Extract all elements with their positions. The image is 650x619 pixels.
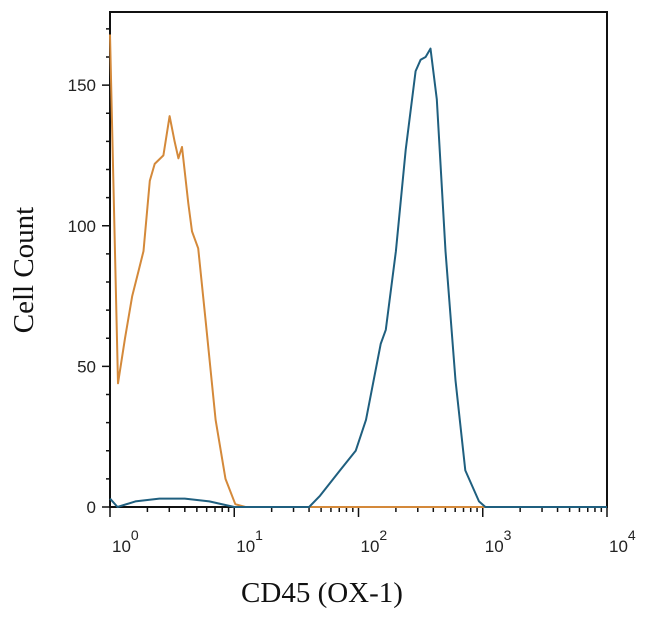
x-tick-label: 100 <box>112 527 139 556</box>
y-tick-label: 100 <box>68 217 96 236</box>
series-line-1 <box>109 47 607 508</box>
x-tick-label: 102 <box>361 527 388 556</box>
plot-frame <box>109 11 608 508</box>
x-tick-label: 101 <box>236 527 263 556</box>
x-tick-label: 103 <box>485 527 512 556</box>
y-axis-label: Cell Count <box>8 207 40 333</box>
y-tick-label: 150 <box>68 76 96 95</box>
y-tick-label: 0 <box>87 498 96 517</box>
y-tick-label: 50 <box>77 357 96 376</box>
x-tick-label: 104 <box>609 527 636 556</box>
x-axis-label: CD45 (OX-1) <box>241 577 403 609</box>
series-line-0 <box>109 34 607 508</box>
